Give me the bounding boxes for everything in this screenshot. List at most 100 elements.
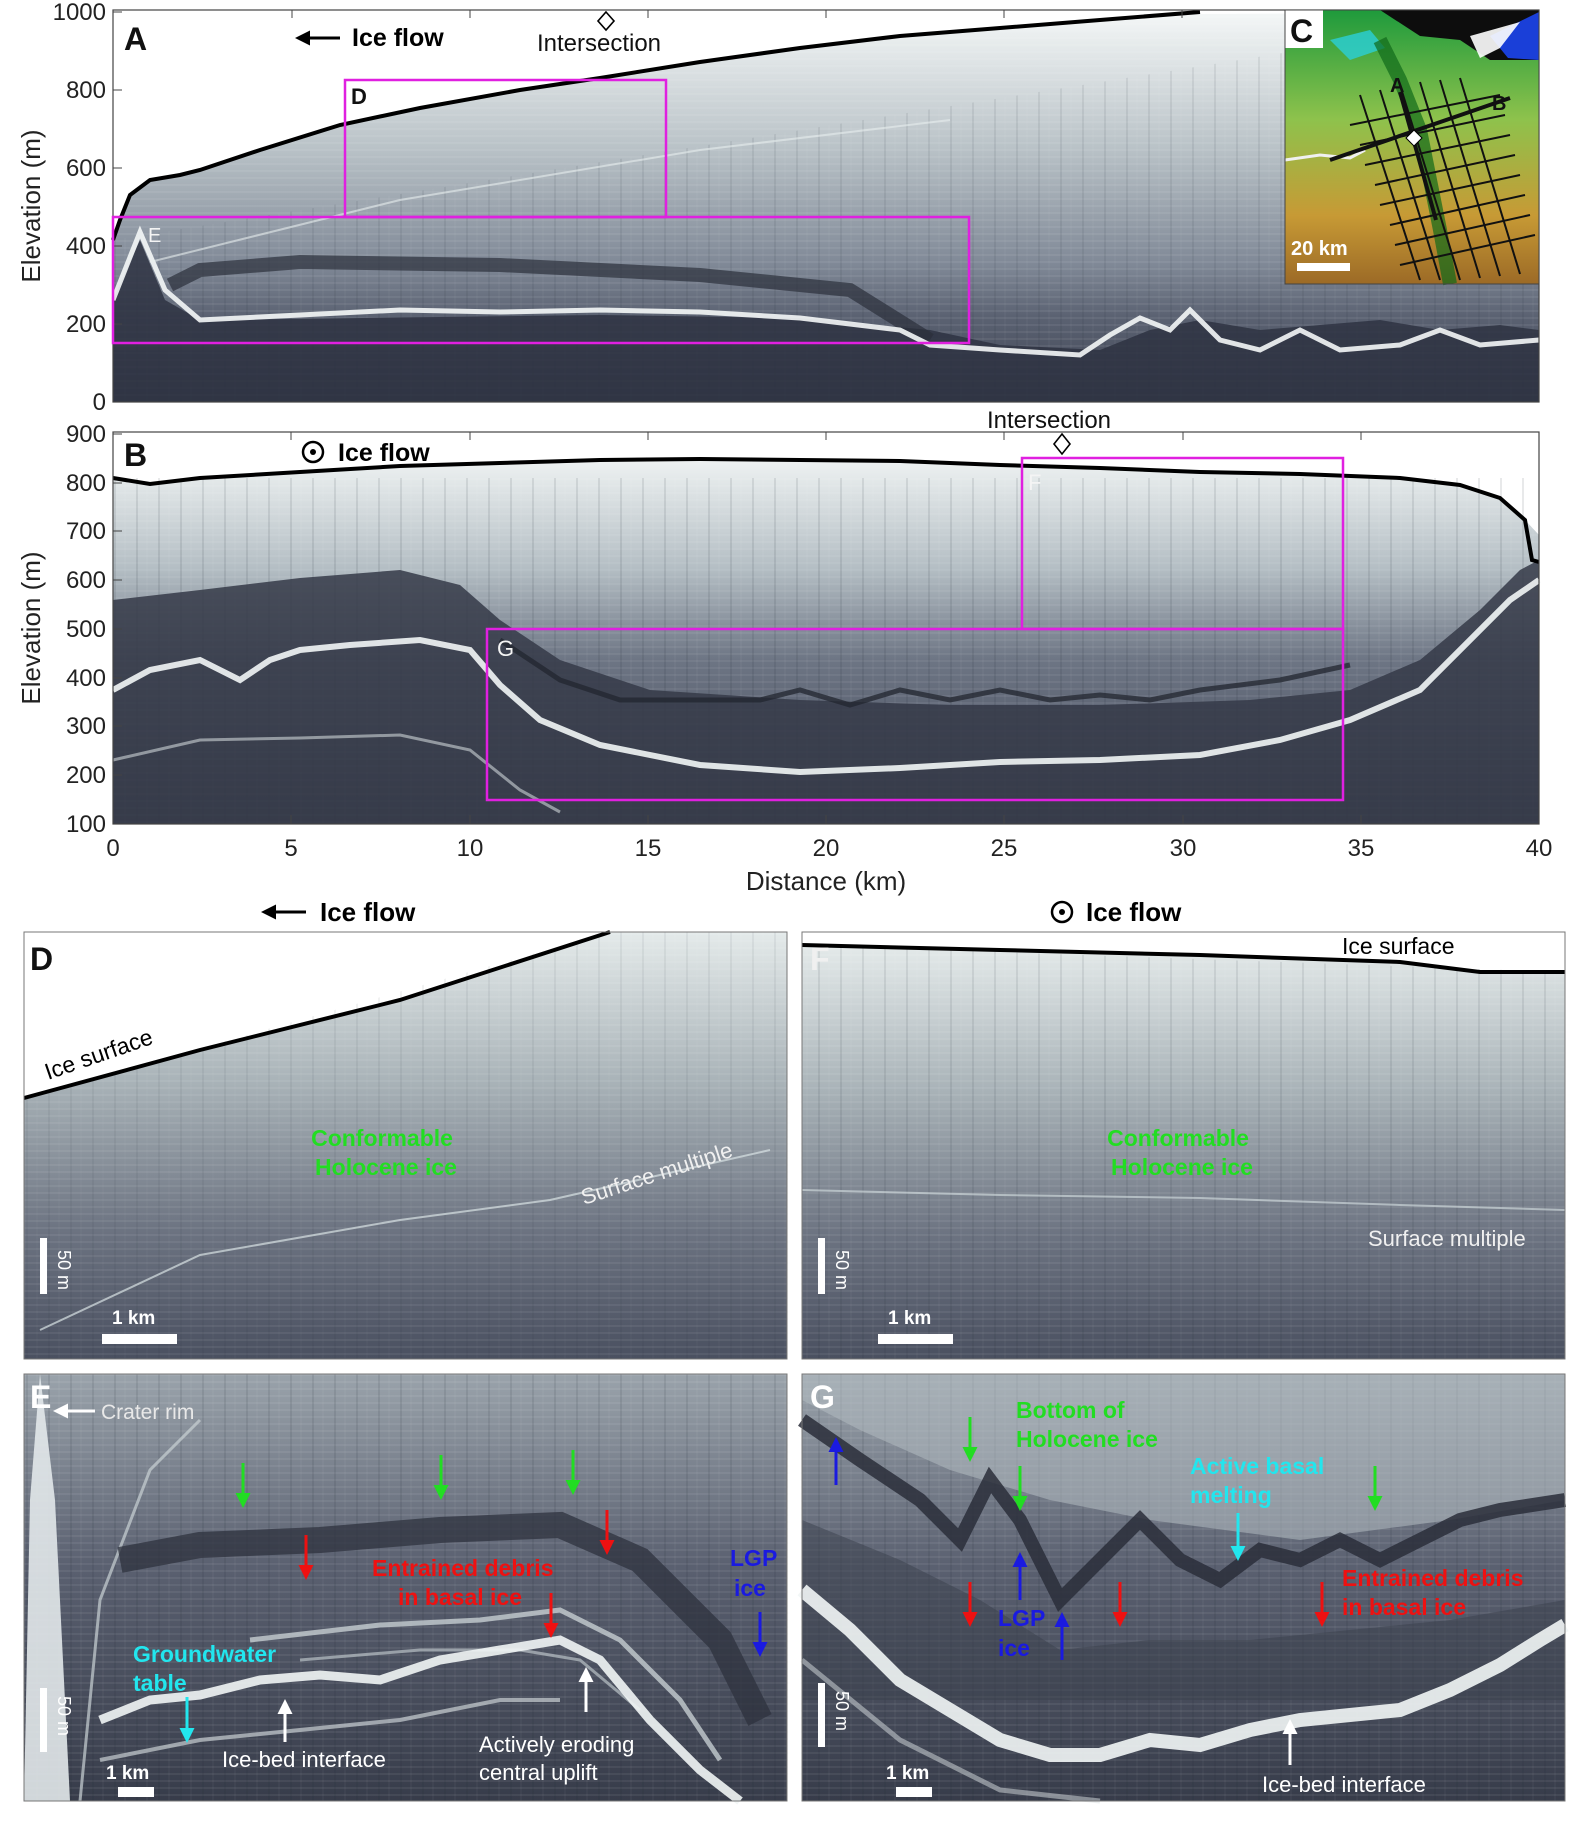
panel-e-eroding-2: central uplift xyxy=(479,1760,598,1785)
panel-a-ytick: 0 xyxy=(93,389,106,416)
panel-e-lgp-2: ice xyxy=(734,1575,766,1601)
panel-a-flow-label: Ice flow xyxy=(352,24,444,52)
panel-e-lgp-1: LGP xyxy=(730,1545,777,1571)
panel-e-crater-rim xyxy=(24,1374,70,1801)
panel-g-bed xyxy=(797,1584,1569,1762)
panel-c-letter: C xyxy=(1290,13,1313,49)
panel-a-surface-multiple xyxy=(149,119,951,263)
panel-e-vscale-bar xyxy=(40,1688,47,1752)
panel-g-holocene-2: Holocene ice xyxy=(1016,1426,1158,1452)
panel-e-crater-label: Crater rim xyxy=(101,1401,194,1424)
panel-g-hscale-label: 1 km xyxy=(886,1763,929,1784)
panel-g-holocene-base xyxy=(798,1414,1567,1612)
panel-c-line-a: A xyxy=(1390,75,1404,97)
panel-b-xtick: 15 xyxy=(635,835,662,862)
panel-b-letter: B xyxy=(124,437,147,473)
panel-a-ytick: 200 xyxy=(66,311,106,338)
panel-g-debris-2: in basal ice xyxy=(1342,1594,1466,1620)
panel-e-hscale-label: 1 km xyxy=(106,1763,149,1784)
panel-b-xtick: 0 xyxy=(106,835,119,862)
panel-b-ytick: 300 xyxy=(66,713,106,740)
panel-g-hscale-bar xyxy=(896,1787,932,1797)
panel-b-xtick: 10 xyxy=(457,835,484,862)
panel-g-vscale-bar xyxy=(818,1683,825,1747)
panel-e-bed xyxy=(98,1635,743,1805)
panel-d-conformable: Conformable xyxy=(311,1125,453,1151)
panel-g-debris-1: Entrained debris xyxy=(1342,1565,1523,1591)
panel-b-ytick: 600 xyxy=(66,567,106,594)
panel-b-flow-label: Ice flow xyxy=(338,439,430,467)
panel-a-ice-surface xyxy=(111,10,1201,241)
panel-e-groundwater-1: Groundwater xyxy=(133,1641,276,1667)
panel-b-ylabel: Elevation (m) xyxy=(16,551,46,704)
panel-b-ytick: 100 xyxy=(66,811,106,838)
panel-a: 1000 800 600 400 200 0 Elevation (m) A I… xyxy=(16,0,1540,416)
panel-a-box-e xyxy=(111,215,971,345)
panel-f-holocene: Holocene ice xyxy=(1111,1154,1253,1180)
panel-g: G Bottom of Holocene ice Active basal me… xyxy=(797,1373,1569,1804)
panel-c-map: A B C 20 km xyxy=(1284,9,1540,286)
panel-g-interface: Ice-bed interface xyxy=(1262,1772,1426,1797)
panel-e: E Crater rim Entrained debris in basal i… xyxy=(23,1373,788,1805)
panel-e-interface: Ice-bed interface xyxy=(222,1747,386,1772)
panel-b-ytick: 200 xyxy=(66,762,106,789)
panel-f-vscale-label: 50 m xyxy=(832,1250,852,1290)
panel-f-flow-label: Ice flow xyxy=(1086,897,1182,927)
panel-e-groundwater-2: table xyxy=(133,1670,187,1696)
panel-b-yaxis: 900 800 700 600 500 400 300 200 100 Elev… xyxy=(16,421,122,838)
panel-b-ytick: 500 xyxy=(66,616,106,643)
panel-e-debris-1: Entrained debris xyxy=(372,1555,553,1581)
panel-f-vscale-bar xyxy=(818,1238,825,1294)
panel-c-scale-bar xyxy=(1297,263,1350,271)
panel-d-hscale-bar xyxy=(102,1334,177,1344)
panel-f-hscale-bar xyxy=(878,1334,953,1344)
panel-c-line-b: B xyxy=(1492,93,1506,115)
panel-b-intersection-marker xyxy=(1052,432,1072,456)
panel-d-letter: D xyxy=(30,941,53,977)
panel-b-ytick: 700 xyxy=(66,518,106,545)
panel-d-holocene: Holocene ice xyxy=(315,1154,457,1180)
panel-b-xaxis: 0 5 10 15 20 25 30 35 40 Distance (km) xyxy=(106,432,1552,896)
panel-f-hscale-label: 1 km xyxy=(888,1308,931,1329)
panel-b-ytick: 800 xyxy=(66,470,106,497)
panel-g-vscale-label: 50 m xyxy=(832,1691,852,1731)
panel-f-ice-surface-label: Ice surface xyxy=(1342,933,1455,959)
panel-f-letter: F xyxy=(810,941,830,977)
panel-a-box-e-label: E xyxy=(148,225,161,247)
panel-g-lgp-2: ice xyxy=(998,1635,1030,1661)
panel-b-xtick: 30 xyxy=(1170,835,1197,862)
panel-g-melting-1: Active basal xyxy=(1190,1453,1324,1479)
panel-e-vscale-label: 50 m xyxy=(54,1696,74,1736)
panel-b-ice-surface xyxy=(112,456,1540,564)
panel-b-xtick: 20 xyxy=(813,835,840,862)
panel-f-flow-icon xyxy=(1050,900,1074,924)
panel-b-xtick: 40 xyxy=(1526,835,1553,862)
panel-g-lgp-1: LGP xyxy=(998,1605,1045,1631)
panel-a-intersection-marker xyxy=(596,10,616,32)
panel-a-bed xyxy=(110,225,1540,358)
panel-a-ytick: 800 xyxy=(66,77,106,104)
panel-b-bed-sub xyxy=(112,733,561,814)
panel-d-multiple-line xyxy=(39,1149,771,1331)
panel-b-xtick: 5 xyxy=(284,835,297,862)
panel-a-streaks xyxy=(113,12,1539,402)
panel-e-letter: E xyxy=(30,1379,51,1415)
panel-a-intersection-label: Intersection xyxy=(537,30,661,57)
panel-a-ytick: 600 xyxy=(66,155,106,182)
panel-a-letter: A xyxy=(124,21,147,57)
panel-b-ytick: 900 xyxy=(66,421,106,448)
panel-g-melting-2: melting xyxy=(1190,1482,1272,1508)
panel-e-hscale-bar xyxy=(118,1787,154,1797)
panel-d-hscale-label: 1 km xyxy=(112,1308,155,1329)
panel-d-ice-surface xyxy=(23,930,611,1100)
panel-c-flight-grid xyxy=(1329,77,1536,281)
panel-g-holocene-1: Bottom of xyxy=(1016,1397,1125,1423)
panel-e-lgp-band xyxy=(117,1511,772,1726)
panel-d-vscale-label: 50 m xyxy=(54,1250,74,1290)
panel-a-box-d-label: D xyxy=(351,84,367,109)
panel-b-box-g-label: G xyxy=(497,636,514,661)
panel-a-ytick: 1000 xyxy=(53,0,106,26)
panel-b-ytick: 400 xyxy=(66,665,106,692)
panel-g-lgp-zone xyxy=(802,1520,1565,1700)
